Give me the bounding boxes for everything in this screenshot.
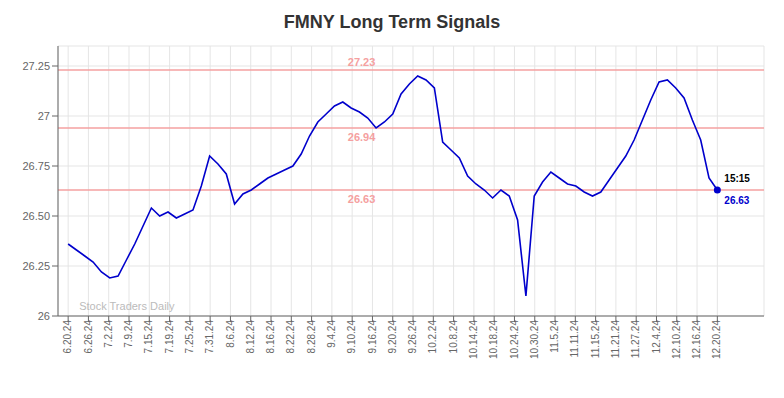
svg-text:26.63: 26.63 [348, 193, 376, 205]
svg-text:9.4.24: 9.4.24 [326, 320, 337, 348]
svg-text:26.75: 26.75 [22, 160, 50, 172]
svg-text:27.23: 27.23 [348, 56, 376, 68]
svg-text:26.94: 26.94 [348, 131, 376, 143]
svg-text:8.16.24: 8.16.24 [265, 320, 276, 354]
svg-text:8.28.24: 8.28.24 [306, 320, 317, 354]
svg-text:26.50: 26.50 [22, 210, 50, 222]
svg-text:10.24.24: 10.24.24 [509, 320, 520, 359]
svg-text:12.20.24: 12.20.24 [711, 320, 722, 359]
svg-text:12.4.24: 12.4.24 [651, 320, 662, 354]
svg-text:7.25.24: 7.25.24 [184, 320, 195, 354]
svg-text:11.5.24: 11.5.24 [549, 320, 560, 353]
svg-text:8.22.24: 8.22.24 [285, 320, 296, 354]
svg-text:9.20.24: 9.20.24 [387, 320, 398, 354]
svg-text:6.26.24: 6.26.24 [83, 320, 94, 354]
svg-text:7.2.24: 7.2.24 [103, 320, 114, 348]
svg-text:10.18.24: 10.18.24 [488, 320, 499, 359]
svg-text:8.6.24: 8.6.24 [225, 320, 236, 348]
svg-text:7.31.24: 7.31.24 [204, 320, 215, 354]
svg-text:8.12.24: 8.12.24 [245, 320, 256, 354]
svg-text:7.19.24: 7.19.24 [164, 320, 175, 354]
svg-text:9.26.24: 9.26.24 [407, 320, 418, 354]
svg-text:11.15.24: 11.15.24 [590, 320, 601, 359]
svg-text:11.11.24: 11.11.24 [569, 320, 580, 358]
svg-text:9.16.24: 9.16.24 [367, 320, 378, 354]
svg-text:12.10.24: 12.10.24 [671, 320, 682, 359]
svg-text:12.16.24: 12.16.24 [691, 320, 702, 359]
svg-text:11.21.24: 11.21.24 [610, 320, 621, 359]
svg-text:15:15: 15:15 [724, 173, 750, 184]
svg-text:11.27.24: 11.27.24 [630, 320, 641, 359]
svg-text:27: 27 [38, 110, 50, 122]
svg-text:7.15.24: 7.15.24 [143, 320, 154, 354]
svg-text:27.25: 27.25 [22, 60, 50, 72]
svg-text:9.10.24: 9.10.24 [346, 320, 357, 354]
svg-text:10.8.24: 10.8.24 [448, 320, 459, 354]
svg-text:26.25: 26.25 [22, 260, 50, 272]
svg-text:7.9.24: 7.9.24 [123, 320, 134, 348]
svg-text:26: 26 [38, 310, 50, 322]
svg-text:6.20.24: 6.20.24 [62, 320, 73, 354]
html-text:Stock Traders Daily: Stock Traders Daily [79, 300, 175, 312]
svg-text:10.2.24: 10.2.24 [427, 320, 438, 354]
svg-text:26.63: 26.63 [724, 195, 749, 206]
html-text:FMNY Long Term Signals: FMNY Long Term Signals [283, 12, 501, 32]
svg-text:10.14.24: 10.14.24 [468, 320, 479, 359]
svg-text:10.30.24: 10.30.24 [529, 320, 540, 359]
